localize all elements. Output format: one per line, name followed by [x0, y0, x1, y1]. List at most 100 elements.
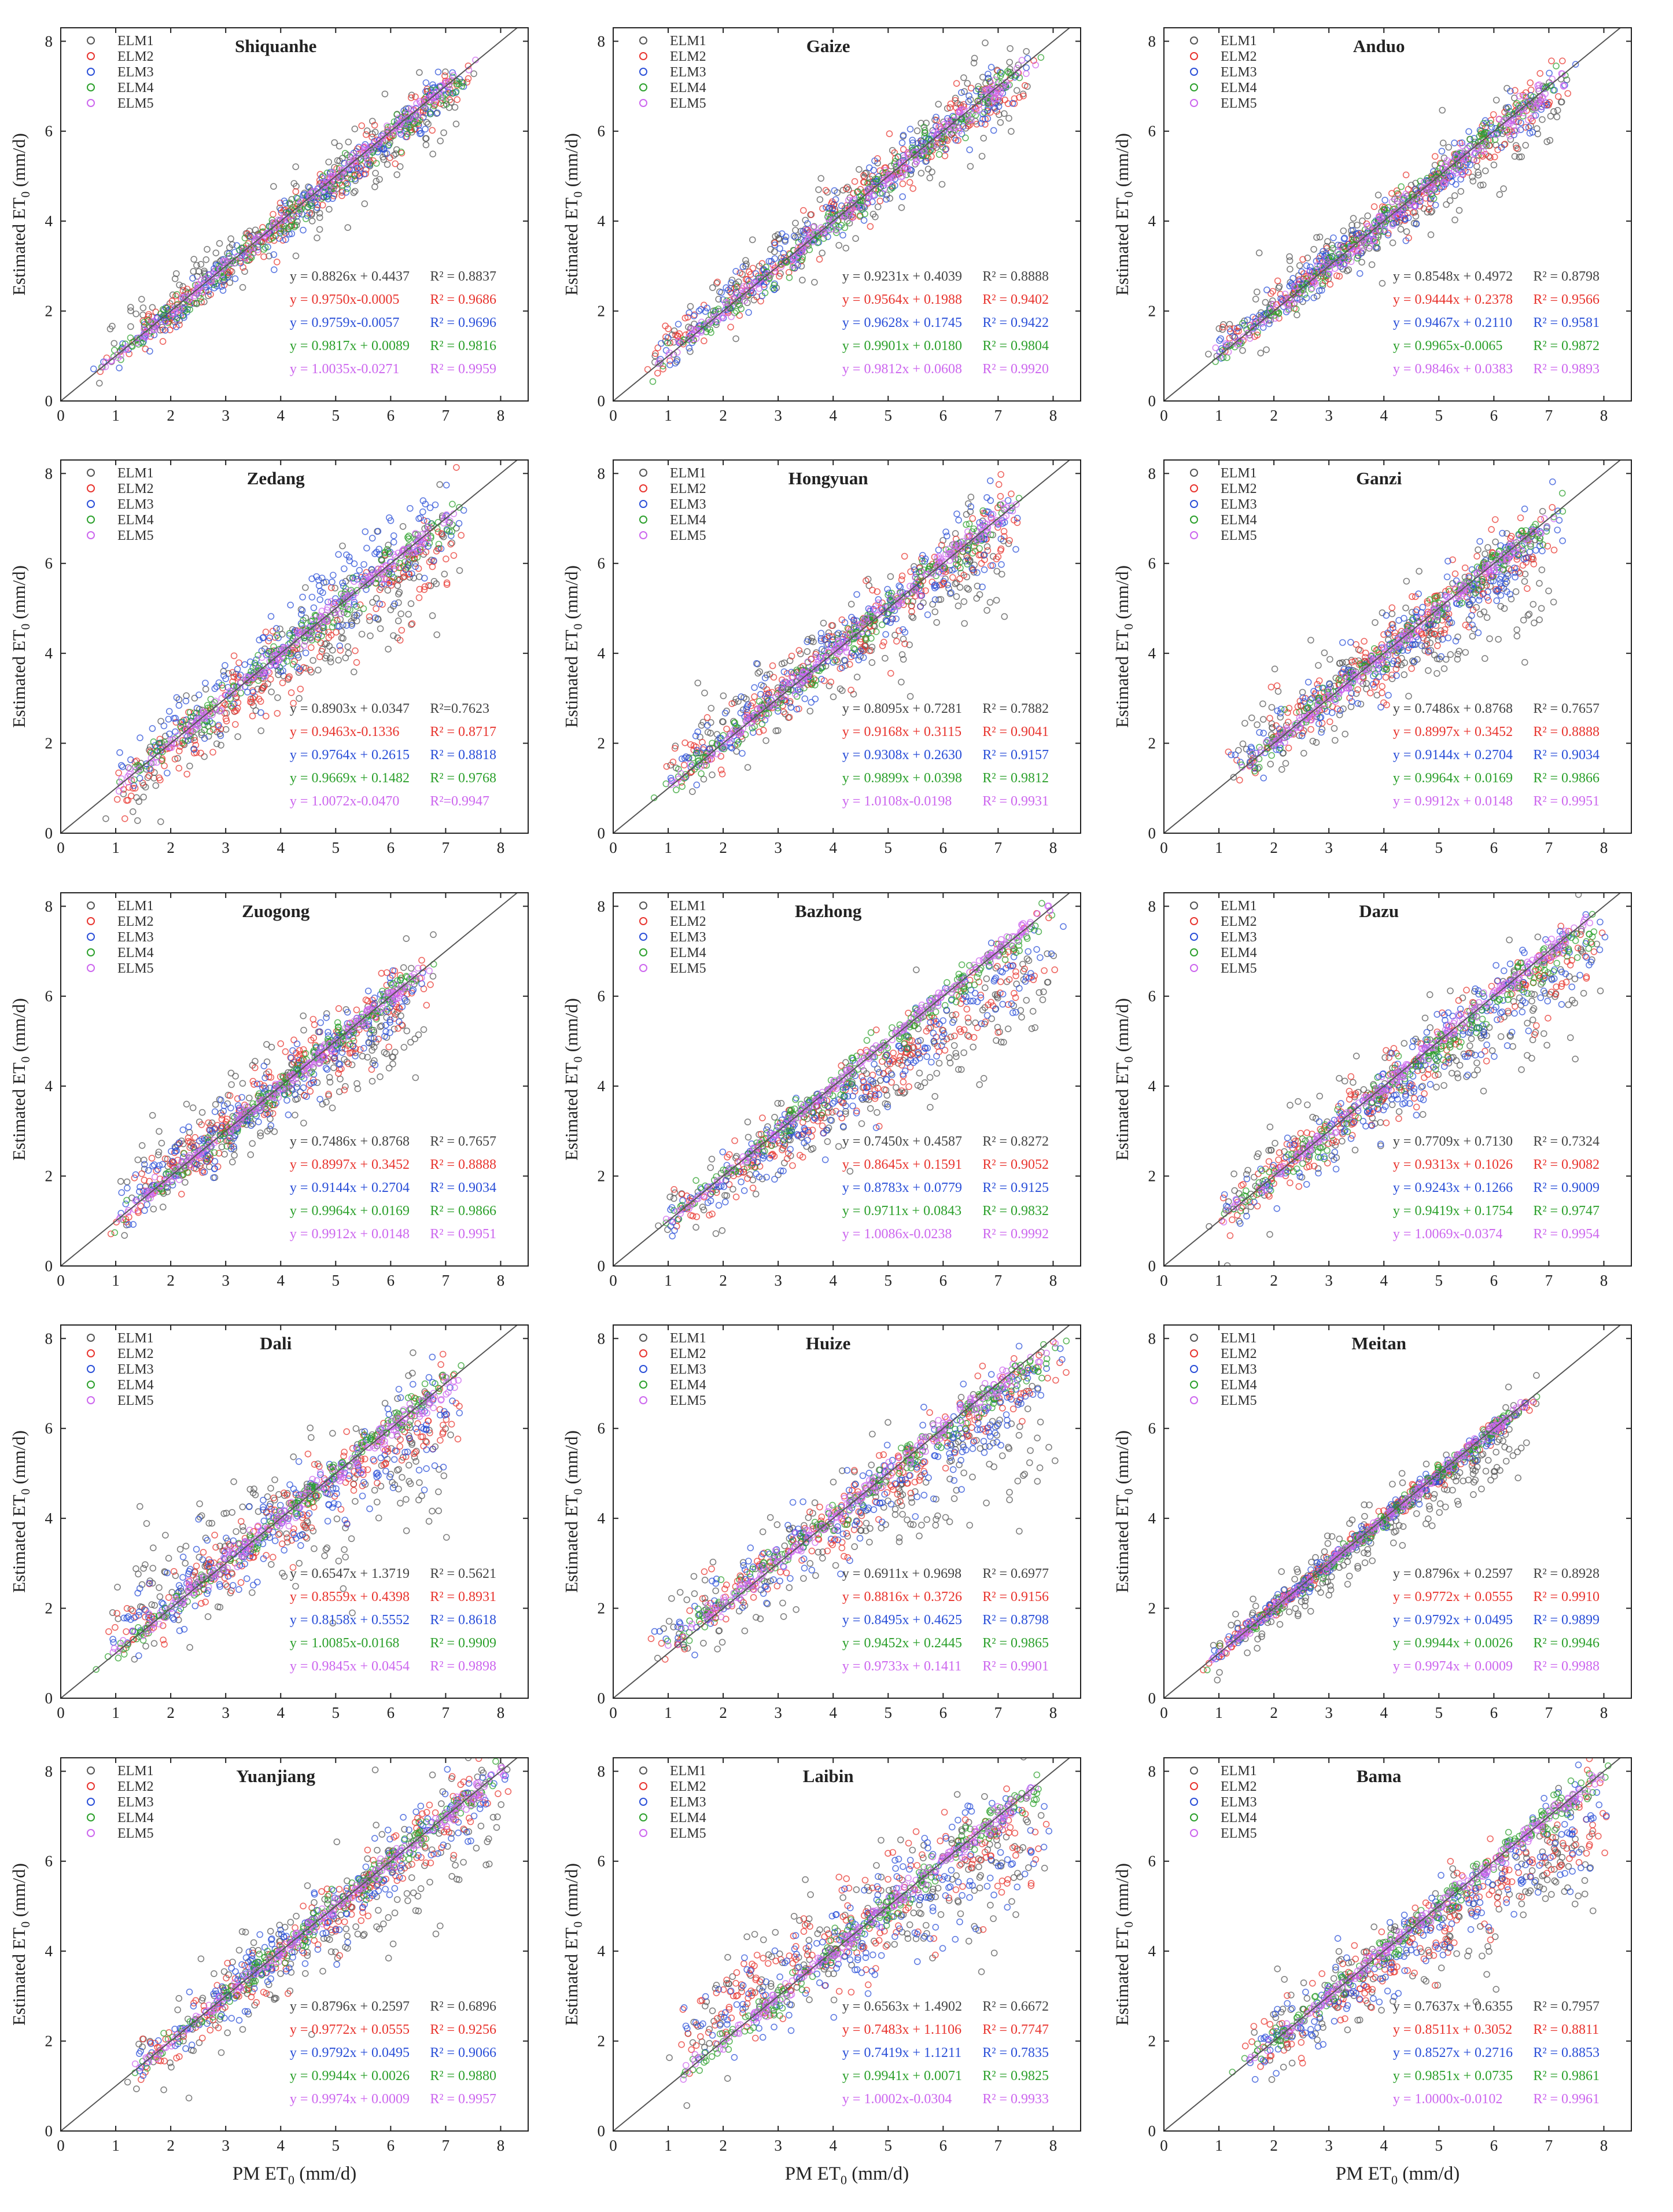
point-elm5 — [416, 98, 423, 105]
one-to-one-line — [1164, 28, 1621, 401]
point-elm3 — [300, 226, 307, 234]
point-elm5 — [828, 218, 836, 224]
legend-marker-elm2 — [639, 52, 647, 60]
point-elm3 — [723, 284, 729, 292]
point-elm3 — [225, 691, 233, 698]
point-elm4 — [448, 528, 456, 535]
point-elm1 — [452, 120, 460, 128]
point-elm3 — [1278, 296, 1286, 303]
point-elm4 — [164, 311, 171, 318]
point-elm2 — [769, 662, 776, 669]
point-elm3 — [116, 365, 123, 371]
point-elm5 — [242, 254, 249, 262]
point-elm3 — [1507, 87, 1514, 95]
point-elm1 — [971, 54, 978, 62]
point-elm1 — [135, 798, 142, 805]
point-elm2 — [191, 737, 198, 744]
point-elm1 — [448, 539, 456, 547]
point-elm4 — [1494, 129, 1501, 137]
point-elm3 — [419, 497, 427, 505]
point-elm3 — [219, 287, 227, 294]
panel-title: Anduo — [1353, 36, 1405, 56]
plot-frame — [60, 459, 529, 834]
point-elm1 — [1257, 349, 1264, 357]
point-elm5 — [314, 192, 322, 199]
point-elm3 — [985, 75, 992, 82]
point-elm1 — [775, 727, 782, 734]
point-elm3 — [823, 204, 830, 211]
point-elm4 — [378, 557, 385, 564]
point-elm2 — [352, 647, 359, 654]
point-elm4 — [286, 199, 293, 207]
point-elm1 — [967, 494, 975, 500]
point-elm5 — [1326, 266, 1333, 273]
point-elm3 — [952, 137, 960, 144]
point-elm4 — [820, 235, 827, 242]
point-elm5 — [389, 562, 396, 569]
point-elm5 — [837, 212, 843, 220]
point-elm5 — [996, 91, 1003, 98]
fit-r2: R² = 0.9566 — [1533, 292, 1600, 307]
panel-title: Zedang — [247, 468, 305, 488]
point-elm1 — [704, 728, 712, 736]
point-elm5 — [1428, 183, 1435, 190]
point-elm1 — [810, 223, 817, 230]
point-elm1 — [701, 689, 708, 697]
point-elm3 — [703, 304, 711, 312]
point-elm5 — [392, 562, 400, 570]
point-elm2 — [416, 586, 423, 593]
point-elm3 — [782, 238, 789, 245]
point-elm3 — [455, 520, 463, 527]
point-elm3 — [422, 500, 429, 508]
point-elm5 — [1376, 212, 1383, 220]
x-tick-label: 3 — [222, 407, 230, 424]
point-elm2 — [255, 695, 263, 702]
point-elm2 — [1336, 273, 1343, 280]
point-elm3 — [931, 596, 939, 603]
point-elm3 — [675, 321, 682, 328]
point-elm2 — [671, 745, 679, 752]
point-elm5 — [296, 208, 303, 215]
point-elm4 — [323, 193, 331, 200]
point-elm1 — [202, 686, 209, 693]
point-elm2 — [230, 652, 238, 660]
point-elm5 — [220, 264, 228, 272]
point-elm1 — [819, 249, 826, 257]
point-elm2 — [1006, 537, 1013, 544]
point-elm1 — [733, 748, 740, 755]
point-elm1 — [171, 275, 179, 282]
point-elm5 — [1365, 223, 1372, 230]
point-elm3 — [804, 220, 811, 227]
x-tick-label: 1 — [1215, 407, 1223, 424]
point-elm2 — [898, 576, 905, 583]
point-elm1 — [371, 183, 378, 190]
point-elm1 — [1439, 106, 1446, 114]
point-elm1 — [1507, 136, 1514, 143]
point-elm3 — [1330, 234, 1337, 241]
point-elm2 — [968, 84, 975, 92]
legend-marker-elm2 — [87, 484, 95, 492]
point-elm4 — [786, 274, 793, 281]
point-elm4 — [248, 668, 255, 675]
point-elm2 — [654, 370, 661, 377]
point-elm2 — [126, 350, 132, 358]
fit-r2: R² = 0.9893 — [1533, 362, 1600, 377]
point-elm2 — [828, 198, 836, 205]
point-elm3 — [1014, 514, 1021, 522]
point-elm4 — [127, 334, 134, 341]
point-elm2 — [978, 560, 985, 567]
point-elm1 — [385, 646, 392, 653]
point-elm1 — [852, 235, 859, 242]
point-elm1 — [342, 654, 349, 661]
point-elm2 — [421, 586, 428, 593]
point-elm3 — [984, 106, 992, 114]
point-elm4 — [187, 732, 194, 739]
point-elm1 — [325, 159, 333, 165]
point-elm2 — [356, 601, 364, 608]
point-elm2 — [454, 96, 461, 103]
point-elm2 — [316, 653, 323, 660]
point-elm1 — [762, 737, 769, 744]
point-elm3 — [732, 268, 739, 275]
point-elm3 — [1373, 243, 1380, 251]
